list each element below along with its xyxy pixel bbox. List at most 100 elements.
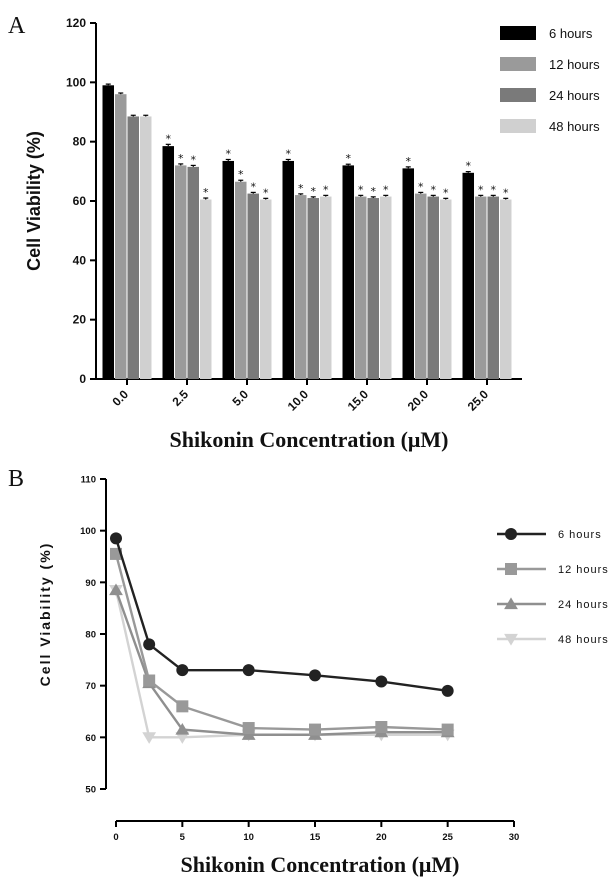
y-axis-label: Cell Viability (%) xyxy=(24,131,44,271)
legend-label: 12 hours xyxy=(558,564,609,576)
bar xyxy=(260,199,272,379)
series-line xyxy=(114,553,448,731)
bar xyxy=(475,196,487,379)
significance-marker: * xyxy=(346,152,352,165)
x-axis-label: Shikonin Concentration (μM) xyxy=(181,852,460,877)
significance-marker: * xyxy=(166,132,172,145)
significance-marker: * xyxy=(238,168,244,181)
bar xyxy=(175,165,187,379)
bar xyxy=(427,196,439,379)
legend-marker xyxy=(505,563,517,575)
bar xyxy=(162,146,174,379)
y-tick-label: 80 xyxy=(85,630,96,641)
bar xyxy=(115,94,127,379)
y-tick-label: 60 xyxy=(85,733,96,744)
legend-label: 24 hours xyxy=(558,599,609,611)
bar xyxy=(140,116,152,379)
data-point xyxy=(142,732,157,744)
panel-a-label: A xyxy=(8,13,26,39)
legend-swatch xyxy=(500,88,536,102)
bar xyxy=(402,168,414,379)
legend-swatch xyxy=(500,26,536,40)
legend-swatch xyxy=(500,119,536,133)
x-tick-label: 20 xyxy=(376,832,387,843)
significance-marker: * xyxy=(263,186,269,199)
significance-marker: * xyxy=(358,183,364,196)
data-point xyxy=(441,723,454,736)
data-point xyxy=(143,674,156,687)
y-tick-label: 50 xyxy=(85,785,96,796)
bar xyxy=(282,160,294,379)
bar xyxy=(102,85,114,380)
data-point xyxy=(441,684,454,697)
y-tick-label: 100 xyxy=(66,75,86,89)
significance-marker: * xyxy=(431,183,437,196)
y-axis-label: Cell Viability (%) xyxy=(37,542,53,687)
legend-label: 12 hours xyxy=(549,57,600,72)
x-tick-label: 0 xyxy=(113,832,118,843)
y-tick-label: 80 xyxy=(73,135,87,149)
data-point xyxy=(242,722,255,735)
bar xyxy=(440,199,452,379)
legend-marker xyxy=(504,633,518,646)
data-point xyxy=(242,664,255,677)
data-point xyxy=(110,532,122,545)
bar xyxy=(222,160,234,379)
significance-marker: * xyxy=(383,183,389,196)
bar xyxy=(200,199,212,379)
x-tick-label: 15 xyxy=(310,832,321,843)
legend-marker xyxy=(504,597,518,610)
significance-marker: * xyxy=(191,153,197,166)
data-point xyxy=(309,669,321,682)
significance-marker: * xyxy=(371,185,377,198)
bar xyxy=(320,196,332,379)
legend-marker xyxy=(505,528,517,540)
bar xyxy=(415,193,427,379)
x-tick-label: 15.0 xyxy=(345,387,372,414)
panel-b-label: B xyxy=(8,466,24,492)
y-tick-label: 100 xyxy=(80,526,96,537)
significance-marker: * xyxy=(311,185,317,198)
x-tick-label: 10 xyxy=(243,832,254,843)
y-tick-label: 120 xyxy=(66,16,86,30)
bar xyxy=(342,165,354,379)
series-line xyxy=(114,589,448,736)
significance-marker: * xyxy=(418,180,424,193)
bar xyxy=(235,181,247,379)
significance-marker: * xyxy=(298,182,304,195)
x-tick-label: 5.0 xyxy=(229,387,251,409)
legend-label: 6 hours xyxy=(558,529,602,541)
significance-marker: * xyxy=(503,186,509,199)
bar xyxy=(187,166,199,379)
significance-marker: * xyxy=(203,186,209,199)
bar xyxy=(295,195,307,379)
data-point xyxy=(309,723,321,736)
data-point xyxy=(176,664,189,677)
bar xyxy=(355,196,367,379)
x-tick-label: 10.0 xyxy=(285,387,312,414)
y-tick-label: 70 xyxy=(85,681,96,692)
significance-marker: * xyxy=(478,183,484,196)
significance-marker: * xyxy=(466,160,472,173)
data-point xyxy=(176,700,189,713)
y-tick-label: 60 xyxy=(73,194,87,208)
data-point xyxy=(175,722,190,735)
x-tick-label: 0.0 xyxy=(109,387,131,409)
data-point xyxy=(375,675,388,688)
significance-marker: * xyxy=(226,147,232,160)
significance-marker: * xyxy=(491,183,497,196)
bar xyxy=(127,116,139,379)
x-tick-label: 30 xyxy=(509,832,520,843)
significance-marker: * xyxy=(286,147,292,160)
legend-swatch xyxy=(500,57,536,71)
legend-label: 48 hours xyxy=(558,634,609,646)
significance-marker: * xyxy=(443,186,449,199)
x-axis-label: Shikonin Concentration (μM) xyxy=(170,427,449,452)
bar-chart: 0 20 40 60 80 100 120 0.0 2.5 * * * * 5.0 * * * * 10.0 * * * *… xyxy=(24,16,600,452)
data-point xyxy=(175,732,190,744)
data-point xyxy=(143,638,156,651)
series-line xyxy=(114,589,448,739)
significance-marker: * xyxy=(323,183,329,196)
significance-marker: * xyxy=(251,180,257,193)
